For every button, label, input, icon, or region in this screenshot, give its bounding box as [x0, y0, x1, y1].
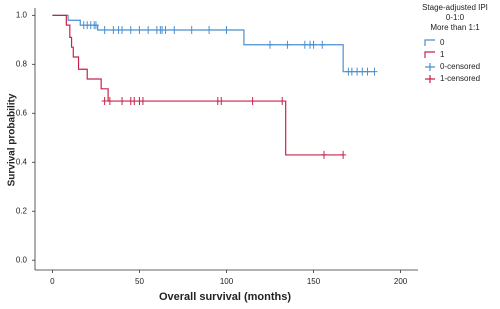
legend-swatch: [425, 63, 435, 71]
censor-mark: [171, 26, 178, 35]
y-tick-label: 0.2: [16, 206, 28, 215]
censor-mark: [218, 97, 225, 106]
censor-mark: [223, 26, 230, 35]
censor-mark: [284, 40, 291, 49]
legend-label: 0: [440, 38, 445, 47]
x-axis-label: Overall survival (months): [159, 291, 291, 303]
censor-mark: [92, 21, 99, 30]
censor-mark: [119, 97, 126, 106]
y-tick-label: 0.8: [16, 59, 28, 68]
censor-mark: [131, 97, 138, 106]
censor-mark: [101, 26, 108, 35]
censor-mark: [320, 150, 327, 159]
censor-mark: [354, 67, 361, 76]
legend-title: More than 1:1: [430, 23, 480, 32]
legend-swatch: [425, 75, 435, 83]
y-tick-label: 1.0: [16, 10, 28, 19]
censor-mark: [267, 40, 274, 49]
censor-mark: [371, 67, 378, 76]
censor-mark: [310, 40, 317, 49]
y-axis-label: Survival probability: [7, 93, 18, 186]
censor-mark: [206, 26, 213, 35]
censor-mark: [145, 26, 152, 35]
x-tick-label: 50: [135, 277, 144, 286]
legend-swatch: [424, 39, 435, 46]
y-tick-label: 0.0: [16, 255, 28, 264]
y-tick-label: 0.4: [16, 157, 28, 166]
legend-label: 1-censored: [440, 74, 480, 83]
x-tick-label: 200: [394, 277, 408, 286]
legend-title: 0-1:0: [446, 13, 465, 22]
censor-mark: [119, 26, 126, 35]
y-tick-label: 0.6: [16, 108, 28, 117]
x-tick-label: 150: [307, 277, 321, 286]
censor-mark: [301, 40, 308, 49]
censor-mark: [348, 67, 355, 76]
censor-mark: [162, 26, 169, 35]
legend-title: Stage-adjusted IPI: [422, 3, 488, 12]
censor-mark: [364, 67, 371, 76]
censor-mark: [279, 97, 286, 106]
x-tick-label: 100: [220, 277, 234, 286]
censor-mark: [127, 26, 134, 35]
survival-curve: [52, 14, 375, 73]
legend-label: 1: [440, 50, 445, 59]
censor-mark: [319, 40, 326, 49]
x-tick-label: 0: [50, 277, 55, 286]
legend-label: 0-censored: [440, 62, 480, 71]
legend-swatch: [424, 51, 435, 58]
censor-mark: [359, 67, 366, 76]
survival-curve: [52, 14, 344, 156]
censor-mark: [110, 26, 117, 35]
censor-mark: [101, 97, 108, 106]
censor-mark: [340, 150, 347, 159]
censor-mark: [136, 26, 143, 35]
censor-mark: [188, 26, 195, 35]
censor-mark: [106, 97, 113, 106]
censor-mark: [139, 97, 146, 106]
censor-mark: [249, 97, 256, 106]
